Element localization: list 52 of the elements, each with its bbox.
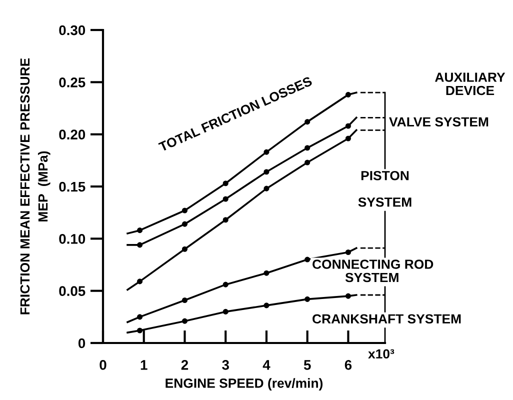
point	[345, 92, 351, 98]
x-tick-label: 6	[344, 360, 352, 370]
point	[222, 308, 228, 314]
text: AUXILIARY DEVICE	[435, 72, 506, 96]
y-tick-label: 0.15	[59, 182, 86, 192]
point	[182, 246, 188, 252]
x-tick-label: 0	[100, 360, 106, 370]
point	[264, 169, 270, 175]
point	[137, 228, 143, 234]
text: x10³	[368, 349, 394, 359]
point	[345, 293, 351, 299]
point	[222, 180, 228, 186]
point	[222, 196, 228, 202]
y-tick-label: 0	[78, 338, 86, 348]
x-tick-label: 2	[181, 360, 188, 370]
point	[345, 123, 351, 129]
point	[304, 119, 310, 125]
x-axis-title: ENGINE SPEED (rev/min)	[166, 378, 323, 390]
point	[264, 149, 270, 155]
x-tick-label: 4	[262, 360, 270, 370]
point	[182, 297, 188, 303]
annotation: CRANKSHAFT SYSTEM	[312, 314, 461, 324]
annotation: CONNECTING ROD SYSTEM	[312, 260, 434, 282]
y-axis-title: FRICTION MEAN EFFECTIVE PRESSURE MEP (MPa)	[20, 58, 50, 314]
point	[304, 256, 310, 262]
point	[345, 249, 351, 256]
y-tick-label: 0.05	[59, 286, 86, 296]
x-tick-label: 3	[222, 360, 229, 370]
y-tick-label: 0.10	[59, 234, 86, 244]
y-tick-label: 0.20	[59, 130, 86, 140]
point	[137, 328, 143, 334]
point	[137, 242, 143, 248]
x-tick-label: 5	[304, 360, 311, 370]
text: PISTON SYSTEM	[358, 170, 412, 207]
point	[304, 296, 310, 302]
y-tick-label: 0.25	[59, 78, 86, 88]
point	[182, 208, 188, 214]
text: VALVE SYSTEM	[389, 117, 488, 127]
point	[182, 318, 188, 324]
point	[264, 270, 270, 276]
point	[304, 145, 310, 151]
point	[345, 136, 351, 142]
point	[222, 217, 228, 223]
point	[264, 186, 270, 192]
point	[222, 282, 228, 288]
point	[264, 302, 270, 308]
y-tick-label: 0.30	[59, 25, 86, 36]
point	[304, 160, 310, 166]
point	[182, 221, 188, 227]
point	[137, 278, 143, 284]
point	[137, 314, 143, 320]
x-tick-label: 1	[140, 360, 148, 370]
